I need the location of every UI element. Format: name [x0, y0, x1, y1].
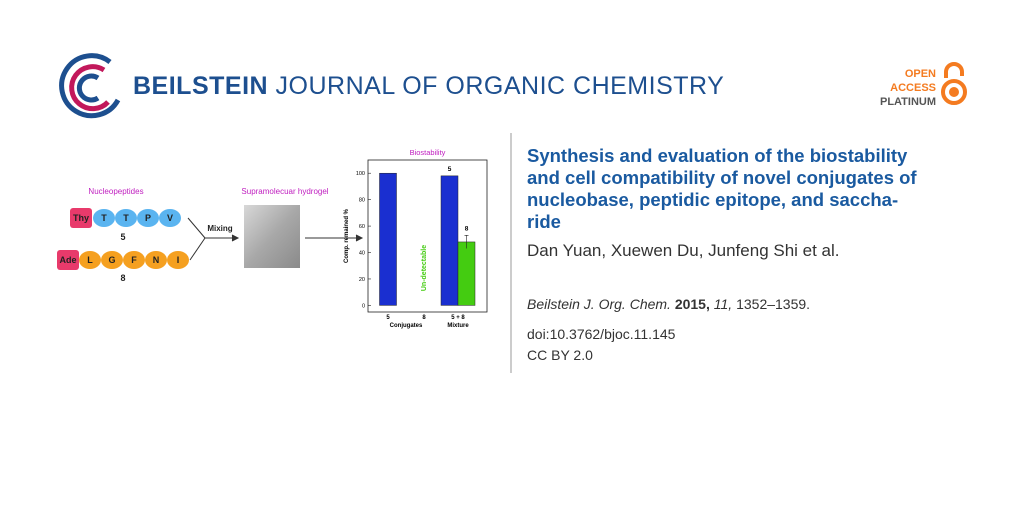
bar	[440, 175, 459, 306]
bar-chart: Biostability Comp. remained % 0 20 40 60 80 100…	[344, 148, 488, 329]
x-tick-label: 8	[422, 315, 426, 321]
residue	[101, 251, 123, 269]
title-line: Synthesis and evaluation of the biostabi…	[527, 145, 908, 166]
citation-year: 2015,	[674, 296, 710, 312]
license: CC BY 2.0	[527, 347, 593, 363]
badge-line: PLATINUM	[880, 96, 936, 108]
residue	[167, 251, 189, 269]
doi: doi:10.3762/bjoc.11.145	[527, 326, 676, 342]
residue-label: L	[87, 255, 93, 265]
x-tick-label: 5 + 8	[451, 315, 465, 321]
residue	[115, 209, 137, 227]
annotation: Un-detectable	[421, 245, 428, 291]
mixing-arrows	[187, 217, 364, 261]
title-line: and cell compatibility of novel conjugat…	[527, 167, 917, 188]
nucleopeptides-label: Nucleopeptides	[88, 187, 143, 196]
logo	[59, 53, 121, 119]
plot-frame	[367, 159, 488, 313]
cap-label: Thy	[73, 213, 89, 223]
citation-journal: Beilstein J. Org. Chem.	[527, 296, 671, 312]
chart-title: Biostability	[410, 148, 446, 157]
journal-name: BEILSTEIN JOURNAL OF ORGANIC CHEMISTRY	[133, 72, 724, 101]
cap-label: Ade	[59, 255, 76, 265]
journal-rest: JOURNAL OF ORGANIC CHEMISTRY	[275, 72, 725, 100]
title-line: nucleobase, peptidic epitope, and saccha…	[527, 189, 899, 210]
y-axis-label: Comp. remained %	[344, 208, 350, 263]
peptide-number: 8	[120, 273, 125, 283]
residue-label: N	[153, 255, 160, 265]
residue-label: G	[108, 255, 115, 265]
series-label: 5	[448, 166, 452, 173]
residue	[145, 251, 167, 269]
residue	[123, 251, 145, 269]
mixing-label: Mixing	[207, 224, 232, 233]
residue-label: I	[177, 255, 180, 265]
residue-label: P	[145, 213, 151, 223]
y-tick-label: 60	[359, 224, 365, 230]
journal-bold: BEILSTEIN	[133, 72, 269, 100]
residue-label: T	[101, 213, 107, 223]
residue-label: F	[131, 255, 137, 265]
series-label: 8	[465, 225, 469, 232]
hydrogel-photo	[244, 205, 300, 268]
authors: Dan Yuan, Xuewen Du, Junfeng Shi et al.	[527, 241, 840, 260]
citation-volume: 11,	[713, 296, 733, 312]
bar	[457, 241, 476, 306]
badge-line: ACCESS	[890, 82, 936, 94]
residue	[93, 209, 115, 227]
residue-label: T	[123, 213, 129, 223]
residue-label: V	[167, 213, 173, 223]
error-bar	[464, 235, 469, 249]
cap-box	[70, 208, 92, 228]
badge-line: OPEN	[905, 68, 936, 80]
residue	[137, 209, 159, 227]
x-tick-label: 5	[386, 315, 390, 321]
y-tick-label: 80	[359, 198, 365, 204]
group-label: Mixture	[447, 323, 469, 329]
group-label: Conjugates	[390, 323, 423, 329]
citation-pages: 1352–1359.	[736, 296, 811, 312]
y-tick-label: 20	[359, 277, 365, 283]
peptide-number: 5	[120, 232, 125, 242]
open-access-icon	[941, 62, 967, 105]
citation: Beilstein J. Org. Chem. 2015, 11, 1352–1…	[527, 296, 810, 312]
cap-box	[57, 250, 79, 270]
y-tick-label: 40	[359, 251, 365, 257]
hydrogel-label: Supramolecuar hydrogel	[241, 187, 328, 196]
title-line: ride	[527, 211, 561, 232]
y-tick-label: 0	[362, 303, 365, 309]
peptides: Thy T T P V 5 Ade L G F N I 8	[57, 208, 189, 283]
article-title: Synthesis and evaluation of the biostabi…	[527, 145, 917, 233]
residue	[79, 251, 101, 269]
residue	[159, 209, 181, 227]
y-tick-label: 100	[356, 171, 365, 177]
bar	[379, 172, 397, 306]
